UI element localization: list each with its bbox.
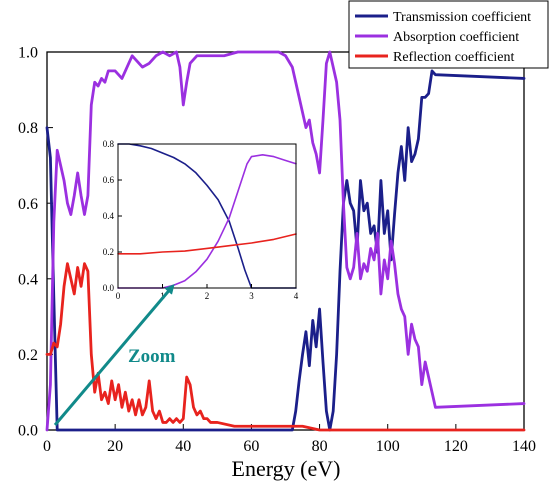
main-y-tick-label: 0.0 <box>18 423 38 440</box>
x-axis-label: Energy (eV) <box>232 456 341 481</box>
inset-plot-background <box>118 144 296 288</box>
main-x-tick-label: 120 <box>444 438 468 455</box>
main-x-tick-label: 40 <box>175 438 191 455</box>
main-y-tick-label: 0.4 <box>18 271 38 288</box>
main-reflection-coefficient-line <box>45 262 526 432</box>
legend-label: Transmission coefficient <box>393 10 531 25</box>
main-x-tick-label: 100 <box>376 438 400 455</box>
inset-y-tick-label: 0.2 <box>103 247 114 257</box>
main-x-tick-label: 60 <box>243 438 259 455</box>
inset-plot: 012340.00.20.40.60.8 <box>103 139 299 301</box>
main-absorption-coefficient-line <box>45 50 526 432</box>
inset-series-2-line <box>117 233 297 255</box>
inset-y-tick-label: 0.8 <box>103 139 115 149</box>
inset-series-0-line <box>117 143 297 289</box>
zoom-annotation: Zoom <box>53 283 176 426</box>
zoom-label: Zoom <box>128 346 176 367</box>
main-x-tick-label: 140 <box>512 438 536 455</box>
main-x-tick-label: 80 <box>312 438 328 455</box>
legend-items: Transmission coefficient Absorption coeff… <box>355 10 531 65</box>
main-x-tick-label: 0 <box>43 438 51 455</box>
main-y-tick-label: 0.2 <box>18 347 38 364</box>
legend: Transmission coefficient Absorption coeff… <box>348 0 549 69</box>
main-y-tick-label: 0.6 <box>18 196 38 213</box>
inset-x-tick-label: 0 <box>116 291 121 301</box>
main-y-tick-label: 1.0 <box>18 45 38 62</box>
inset-x-tick-label: 4 <box>294 291 299 301</box>
inset-y-tick-label: 0.0 <box>103 283 115 293</box>
inset-series-lines <box>117 143 297 289</box>
inset-axis-ticks: 012340.00.20.40.60.8 <box>103 139 299 301</box>
main-y-tick-label: 0.8 <box>18 120 38 137</box>
main-series-lines <box>45 50 526 432</box>
legend-label: Reflection coefficient <box>393 50 515 65</box>
zoom-arrow <box>53 283 175 426</box>
inset-x-tick-label: 3 <box>249 291 254 301</box>
inset-x-tick-label: 2 <box>205 291 210 301</box>
inset-series-1-line <box>117 154 297 289</box>
main-transmission-coefficient-line <box>45 69 526 432</box>
main-x-tick-label: 20 <box>107 438 123 455</box>
inset-y-tick-label: 0.6 <box>103 175 115 185</box>
legend-label: Absorption coefficient <box>393 30 519 45</box>
inset-y-tick-label: 0.4 <box>103 211 115 221</box>
